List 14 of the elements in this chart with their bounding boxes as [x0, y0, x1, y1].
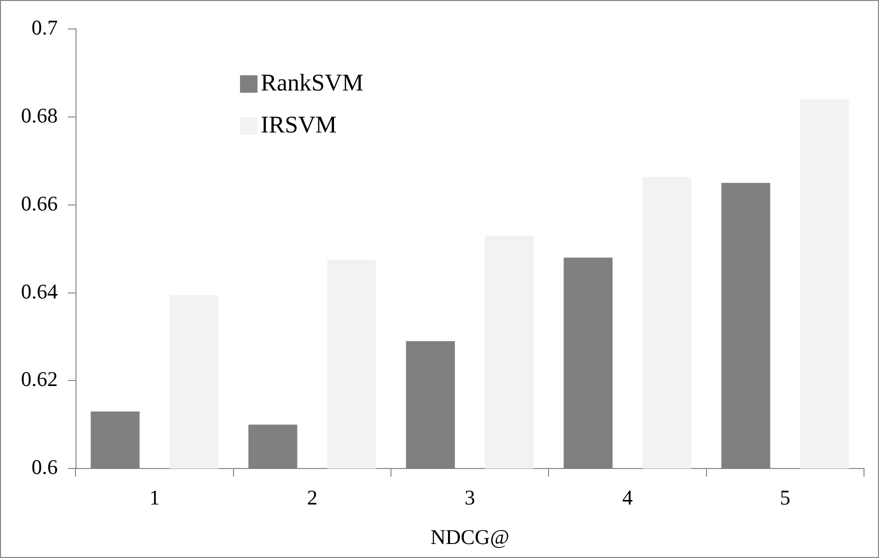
y-tick-label: 0.7 — [32, 16, 58, 40]
x-axis-title: NDCG@ — [430, 524, 510, 549]
y-tick-label: 0.64 — [21, 279, 58, 304]
y-tick-label: 0.62 — [21, 367, 58, 392]
y-tick-label: 0.68 — [21, 103, 58, 128]
x-tick-label: 3 — [464, 486, 476, 510]
y-tick-label: 0.6 — [32, 455, 58, 480]
x-tick-label: 5 — [780, 486, 790, 510]
legend-label: RankSVM — [260, 70, 364, 96]
legend-label: IRSVM — [260, 112, 337, 138]
x-tick-label: 2 — [306, 486, 318, 510]
x-tick-label: 4 — [622, 486, 634, 510]
x-tick-label: 1 — [149, 486, 160, 510]
y-tick-label: 0.66 — [21, 191, 58, 216]
